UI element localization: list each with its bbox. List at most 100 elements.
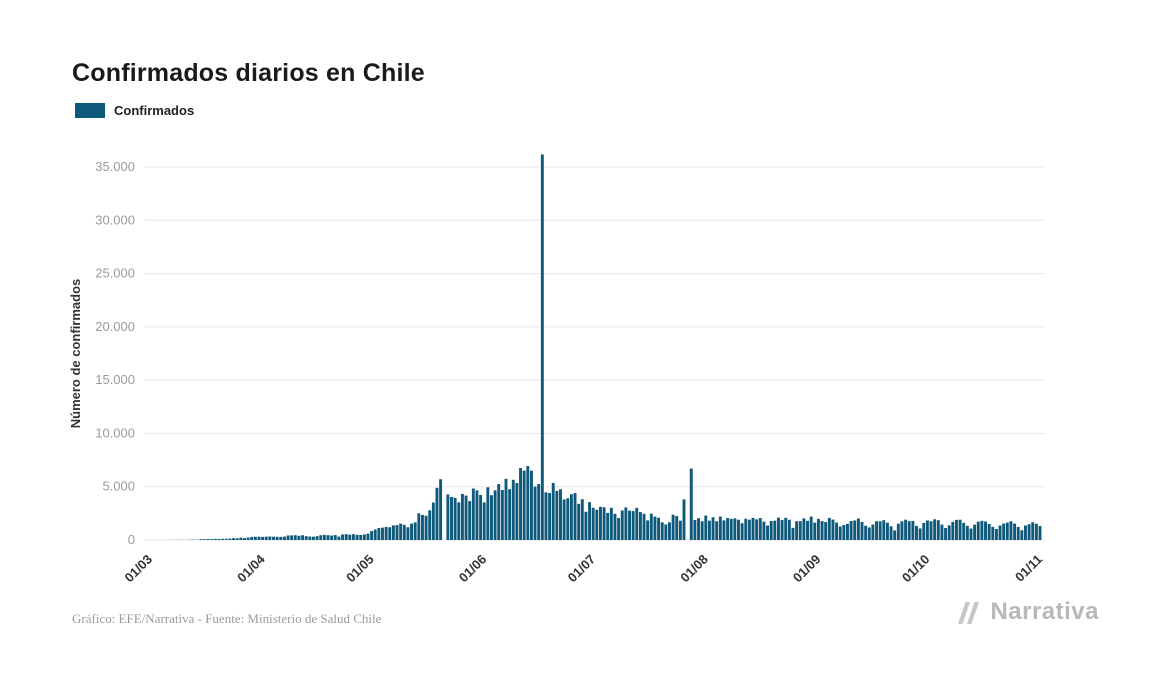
- bar: [929, 521, 933, 540]
- bar: [700, 521, 704, 540]
- bar: [671, 514, 675, 540]
- bar: [261, 536, 265, 540]
- bar: [348, 534, 352, 540]
- bar: [253, 536, 257, 540]
- x-tick-label: 01/04: [234, 551, 268, 585]
- bar: [969, 528, 973, 540]
- bar: [911, 520, 915, 540]
- bar: [384, 526, 388, 540]
- bar: [925, 520, 929, 540]
- bar: [264, 536, 268, 540]
- bar: [668, 522, 671, 540]
- bar: [824, 522, 828, 540]
- bar: [737, 519, 740, 540]
- bar: [620, 510, 624, 540]
- bar: [203, 539, 206, 540]
- bar: [337, 536, 341, 540]
- bar: [635, 507, 639, 540]
- bar: [246, 537, 250, 540]
- bar: [453, 497, 457, 540]
- legend-label[interactable]: Confirmados: [114, 103, 195, 118]
- bar: [922, 522, 926, 540]
- bar: [1005, 522, 1009, 540]
- bar: [272, 536, 275, 540]
- bar: [217, 538, 221, 540]
- bar: [377, 528, 381, 540]
- x-tick-label: 01/05: [343, 552, 377, 586]
- bar: [500, 489, 504, 540]
- bar: [907, 521, 911, 540]
- bar: [951, 521, 955, 540]
- bar: [366, 533, 370, 540]
- bar: [642, 513, 646, 540]
- bar: [740, 523, 744, 540]
- bar: [468, 501, 472, 540]
- bar: [649, 513, 653, 540]
- confirmados-bar-chart: 0 5.000 10.000 15.000 20.000 25.000 30.000 35.0…: [68, 154, 1045, 586]
- bar: [457, 502, 461, 540]
- bar: [715, 521, 719, 540]
- bar: [660, 522, 664, 540]
- bar: [675, 516, 679, 540]
- bar: [559, 489, 562, 540]
- bar: [653, 516, 657, 540]
- bar: [733, 518, 737, 540]
- bar: [475, 490, 479, 540]
- bar: [704, 515, 708, 540]
- bar: [631, 511, 635, 540]
- bar: [573, 493, 577, 540]
- x-tick-label: 01/08: [677, 552, 711, 586]
- bar: [973, 524, 977, 540]
- bar: [940, 524, 944, 540]
- bar: [1002, 523, 1006, 540]
- legend-swatch-icon[interactable]: [75, 103, 105, 118]
- bar: [511, 479, 515, 540]
- bar: [853, 520, 857, 540]
- bar: [595, 509, 599, 540]
- source-credit: Gráfico: EFE/Narrativa - Fuente: Ministe…: [72, 611, 382, 626]
- bar: [282, 536, 286, 540]
- bar: [446, 494, 450, 540]
- bar: [515, 483, 519, 540]
- bar: [388, 527, 392, 540]
- bar: [199, 539, 203, 540]
- bar: [297, 535, 301, 540]
- bar: [210, 539, 214, 540]
- bar: [508, 489, 512, 540]
- bar: [780, 520, 784, 540]
- bar: [1038, 526, 1042, 540]
- bar: [413, 522, 417, 540]
- bar: [526, 466, 530, 540]
- bar: [729, 518, 733, 540]
- x-tick-label: 01/10: [899, 552, 933, 586]
- bar: [417, 513, 421, 540]
- chart-legend: Confirmados: [75, 103, 194, 118]
- bar: [355, 534, 359, 540]
- bar: [860, 521, 864, 540]
- bar: [726, 518, 730, 540]
- bar: [540, 154, 544, 540]
- bar: [319, 535, 323, 540]
- bar: [537, 484, 541, 540]
- bar: [548, 493, 552, 540]
- bar: [308, 536, 312, 540]
- bar: [766, 525, 769, 540]
- bar: [915, 525, 918, 540]
- bar: [275, 536, 279, 540]
- bar: [820, 521, 824, 540]
- bar: [984, 521, 987, 540]
- bar: [551, 482, 555, 540]
- bar: [544, 492, 548, 540]
- bar: [591, 507, 595, 540]
- bar: [755, 519, 759, 540]
- bar: [697, 518, 700, 540]
- bar: [657, 517, 661, 540]
- bar: [584, 511, 588, 540]
- bar: [1020, 530, 1024, 540]
- bar: [867, 527, 871, 540]
- bar: [664, 524, 668, 540]
- bar: [362, 534, 366, 540]
- bar: [351, 534, 355, 540]
- bar: [391, 525, 395, 540]
- bar: [1027, 524, 1031, 540]
